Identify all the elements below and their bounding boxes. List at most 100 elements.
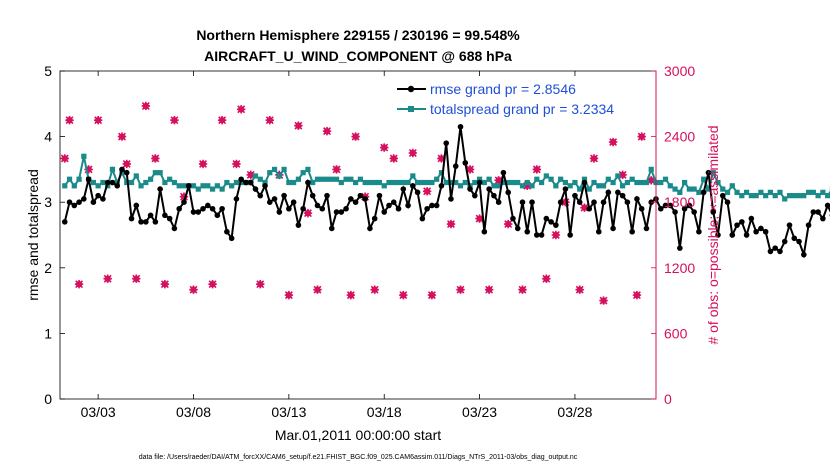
totalspread-point (748, 193, 754, 199)
totalspread-point (157, 170, 163, 176)
obs-assimilated-point (74, 280, 84, 289)
totalspread-point (319, 176, 325, 182)
rmse-point (71, 202, 78, 209)
obs-assimilated-point (427, 290, 437, 300)
rmse-point (352, 199, 359, 205)
rmse-point (777, 248, 783, 255)
totalspread-point (796, 193, 802, 199)
obs-assimilated-point (303, 208, 313, 218)
y-left-tick-label: 5 (44, 63, 52, 79)
rmse-point (300, 205, 306, 212)
totalspread-point (90, 179, 96, 186)
rmse-point (123, 169, 130, 176)
obs-assimilated-point (542, 274, 551, 283)
rmse-point (90, 199, 97, 205)
totalspread-point (543, 173, 549, 179)
totalspread-point (262, 179, 268, 186)
obs-assimilated-point (132, 274, 141, 283)
rmse-point (152, 219, 159, 225)
rmse-point (791, 235, 798, 242)
totalspread-point (267, 170, 273, 176)
totalspread-point (743, 189, 750, 195)
totalspread-point (629, 176, 635, 182)
rmse-point (643, 225, 650, 232)
totalspread-point (491, 183, 497, 189)
totalspread-point (658, 179, 664, 186)
obs-assimilated-point (380, 143, 389, 152)
totalspread-point (758, 189, 764, 195)
totalspread-point (362, 179, 368, 186)
obs-assimilated-point (170, 116, 179, 125)
rmse-point (686, 202, 693, 209)
chart-title-line2: AIRCRAFT_U_WIND_COMPONENT @ 688 hPa (204, 48, 512, 64)
totalspread-point (391, 179, 397, 186)
totalspread-point (686, 186, 692, 192)
rmse-point (634, 196, 640, 202)
rmse-point (185, 183, 192, 189)
rmse-point (195, 209, 202, 215)
totalspread-point (209, 186, 216, 192)
obs-assimilated-point (313, 285, 322, 294)
rmse-point (448, 196, 454, 202)
totalspread-point (109, 166, 116, 172)
rmse-point (586, 205, 593, 212)
totalspread-point (462, 179, 468, 186)
rmse-point (209, 205, 216, 212)
totalspread-point (715, 179, 721, 186)
totalspread-point (615, 173, 621, 179)
totalspread-point (219, 186, 225, 192)
rmse-point (252, 186, 259, 192)
obs-assimilated-point (618, 170, 627, 180)
totalspread-point (505, 179, 511, 186)
obs-assimilated-point (179, 192, 189, 201)
totalspread-point (295, 176, 301, 182)
totalspread-point (667, 183, 673, 189)
totalspread-point (329, 176, 335, 182)
x-axis-label: Mar.01,2011 00:00:00 start (275, 427, 441, 443)
y-left-tick-label: 0 (44, 391, 52, 407)
obs-assimilated-point (122, 159, 131, 169)
rmse-point (200, 205, 206, 212)
y-left-tick-label: 4 (44, 129, 52, 145)
rmse-point (85, 176, 92, 183)
totalspread-point (195, 186, 201, 192)
rmse-point (677, 245, 683, 251)
obs-assimilated-point (637, 132, 646, 141)
rmse-point (781, 238, 788, 245)
rmse-point (615, 189, 621, 196)
rmse-point (762, 228, 769, 235)
obs-assimilated-point (322, 126, 332, 136)
rmse-point (591, 199, 597, 205)
rmse-point (553, 222, 559, 228)
rmse-point (233, 196, 240, 202)
rmse-point (205, 202, 211, 209)
totalspread-point (624, 179, 630, 186)
totalspread-point (66, 176, 73, 182)
rmse-point (495, 199, 502, 205)
obs-assimilated-point (65, 116, 74, 125)
totalspread-point (252, 173, 259, 179)
totalspread-point (353, 179, 359, 186)
legend-spread-label: totalspread grand pr = 3.2334 (430, 101, 614, 117)
obs-assimilated-point (523, 181, 532, 190)
y-left-tick-label: 1 (44, 325, 52, 341)
totalspread-point (372, 179, 378, 186)
totalspread-point (767, 189, 774, 195)
totalspread-point (338, 179, 344, 186)
totalspread-point (772, 193, 778, 199)
y-right-tick-label: 600 (664, 325, 688, 341)
totalspread-point (400, 179, 406, 186)
rmse-point (61, 219, 68, 225)
rmse-point (538, 232, 545, 238)
rmse-point (238, 176, 244, 183)
totalspread-point (519, 183, 526, 189)
totalspread-point (167, 176, 173, 182)
rmse-point (548, 219, 554, 225)
totalspread-point (62, 183, 68, 189)
rmse-point (796, 238, 802, 245)
totalspread-point (395, 179, 402, 186)
obs-assimilated-point (503, 219, 513, 229)
rmse-point (457, 123, 464, 130)
legend-box (393, 77, 655, 121)
rmse-point (100, 196, 106, 202)
